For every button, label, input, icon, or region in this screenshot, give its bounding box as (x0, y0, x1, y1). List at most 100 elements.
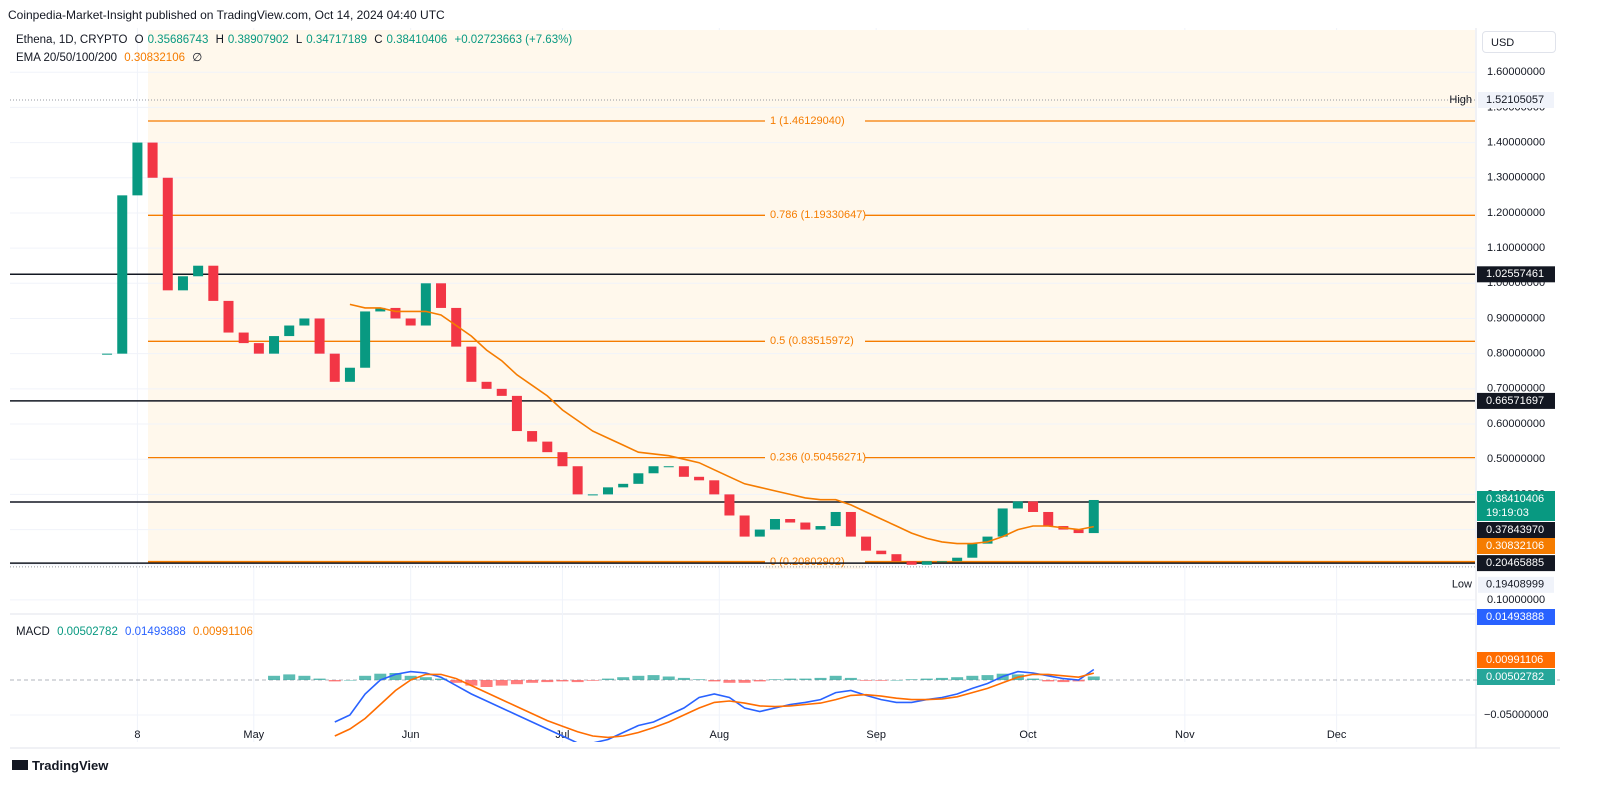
ema-name: EMA 20/50/100/200 (16, 52, 118, 64)
candle (253, 343, 264, 354)
candle (314, 318, 325, 354)
candle (967, 543, 978, 558)
x-tick-label: May (243, 729, 264, 741)
candle (876, 550, 887, 555)
x-tick-label: Dec (1327, 729, 1347, 741)
x-tick-label: Sep (866, 729, 886, 741)
candle (481, 381, 492, 389)
macd-hist-bar (935, 677, 948, 680)
candle (299, 318, 310, 326)
macd-hist-bar (723, 680, 736, 683)
macd-hist-bar (966, 675, 979, 680)
macd-hist-bar (829, 675, 842, 680)
macd-line (334, 668, 1095, 742)
candle (845, 511, 856, 537)
candle (238, 332, 249, 344)
macd-hist-bar (784, 678, 797, 680)
macd-hist-bar (298, 675, 311, 680)
candle (648, 466, 659, 474)
candle (208, 265, 219, 301)
ema-line (349, 303, 1094, 545)
macd-hist-bar (480, 680, 493, 687)
macd-legend: MACD 0.00502782 0.01493888 0.00991106 (16, 626, 257, 638)
candle (906, 561, 917, 565)
candle (542, 441, 553, 453)
candle (678, 466, 689, 477)
candle (132, 142, 143, 196)
candle (527, 431, 538, 442)
macd-hist-bar (404, 675, 417, 680)
candle (1073, 529, 1084, 534)
macd-line (334, 672, 1095, 739)
macd-hist-bar (632, 675, 645, 680)
candle (603, 487, 613, 495)
macd-hist-bar (617, 677, 630, 680)
currency-button[interactable]: USD (1482, 31, 1556, 53)
macd-hist-bar (708, 680, 721, 682)
candle (785, 519, 796, 523)
fib-label: 1 (1.46129040) (770, 115, 845, 127)
macd-hist-bar (920, 678, 933, 680)
macd-hist-bar (875, 680, 888, 681)
macd-tag (1477, 652, 1555, 668)
macd-hist-bar (662, 676, 675, 680)
macd-hist-bar (647, 675, 660, 680)
level-tag (1477, 266, 1555, 283)
macd-line-value: 0.01493888 (125, 626, 186, 638)
x-tick-label: Jun (402, 729, 420, 741)
fib-label: 0.786 (1.19330647) (770, 209, 866, 221)
macd-hist-bar (768, 679, 781, 680)
x-tick-label: 8 (134, 729, 140, 741)
macd-hist-bar (556, 680, 569, 682)
candle (982, 536, 993, 544)
ema-extra: ∅ (192, 52, 203, 64)
candle (1043, 511, 1054, 527)
level-tag (1477, 392, 1555, 409)
macd-hist-bar (602, 678, 614, 680)
high-value: 1.52105057 (1486, 94, 1544, 106)
macd-hist-bar (693, 679, 706, 680)
macd-hist-bar (465, 680, 478, 686)
ohlc-legend: Ethena, 1D, CRYPTO O 0.35686743 H 0.389079… (16, 34, 576, 46)
macd-hist-bar (389, 673, 402, 680)
candle (572, 466, 583, 495)
macd-hist-bar (753, 680, 766, 682)
candle (952, 557, 963, 562)
candle (1088, 499, 1099, 534)
candle (587, 494, 598, 496)
footer-brand: TradingView (12, 758, 108, 773)
candle (102, 353, 113, 355)
macd-hist-bar (374, 673, 387, 680)
y-tick-label: −0.05000000 (1484, 709, 1549, 721)
fib-zone (148, 30, 1475, 562)
candle (618, 483, 629, 488)
fib-label-bg (765, 554, 865, 569)
candle (269, 336, 280, 354)
fib-label: 0.236 (0.50456271) (770, 452, 866, 464)
macd-tag (1477, 609, 1555, 625)
level-value: 0.66571697 (1486, 395, 1544, 407)
fib-label: 0 (0.20802902) (770, 556, 845, 568)
layer (268, 668, 1100, 742)
candle (633, 473, 644, 484)
macd-hist-bar (1087, 676, 1100, 680)
candle (344, 367, 355, 382)
macd-hist-bar (738, 680, 751, 683)
y-tick-label: 0.90000000 (1487, 312, 1545, 324)
macd-hist-bar (435, 678, 448, 680)
macd-hist-bar (860, 680, 873, 681)
candle (223, 300, 234, 333)
macd-signal-value: 0.00991106 (193, 626, 253, 638)
fib-label-bg (765, 334, 865, 349)
macd-hist-bar (313, 678, 326, 680)
ohlc-value: 0.38907902 (227, 34, 289, 46)
candle (1012, 501, 1023, 509)
high-tag (1478, 91, 1554, 108)
y-tick-label: 0.80000000 (1487, 348, 1545, 360)
level-tag (1477, 522, 1555, 538)
candle (117, 195, 128, 354)
candle (724, 494, 735, 516)
candle (496, 388, 507, 396)
macd-hist-bar (541, 680, 554, 683)
